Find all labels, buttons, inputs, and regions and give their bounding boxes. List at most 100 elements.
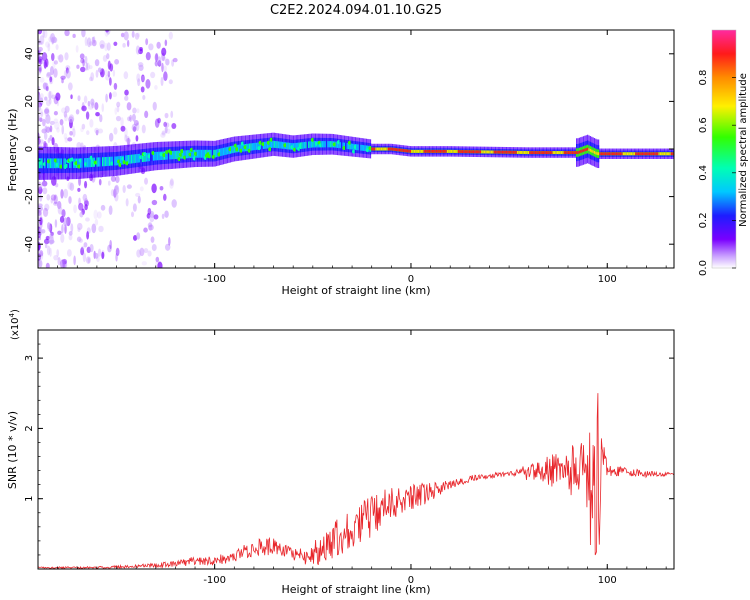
spectrogram-speckle (80, 247, 85, 256)
spectrogram-speckle (141, 75, 145, 82)
spectrogram-speckle (115, 175, 120, 184)
spectrogram-speckle (78, 202, 84, 211)
colorbar-gradient (711, 29, 737, 269)
spectrogram-speckle (38, 137, 41, 145)
spectrogram-speckle (44, 243, 48, 249)
spectrogram-speckle (164, 125, 168, 134)
spectrogram-speckle (81, 30, 86, 38)
spectrogram-speckle (150, 71, 156, 79)
spectrogram-speckle (136, 232, 141, 240)
spectrogram-speckle (52, 60, 56, 70)
spectrogram-speckle (44, 125, 48, 133)
spectrogram-speckle (172, 57, 178, 63)
spectrogram-speckle (93, 209, 98, 220)
spectrogram-speckle (60, 233, 65, 243)
spectrogram-speckle (86, 62, 90, 71)
spectrogram-speckle (114, 192, 119, 202)
spectrogram-speckle (99, 44, 105, 49)
spectrogram-speckle (162, 56, 167, 62)
spectrogram-speckle (41, 52, 48, 62)
spectrogram-speckle (135, 135, 139, 142)
spectrogram-speckle (73, 204, 77, 214)
spectrogram-speckle (145, 79, 151, 89)
spectrogram-speckle (38, 66, 42, 74)
spectrogram-speckle (171, 199, 177, 208)
spectrogram-speckle (53, 194, 58, 205)
spectrogram-speckle (69, 182, 75, 191)
spectrogram-speckle (40, 111, 44, 118)
spectrogram-speckle (145, 38, 149, 46)
spectrogram-speckle (87, 100, 91, 107)
spectrogram-speckle (70, 223, 74, 233)
spectrogram-speckle (38, 94, 41, 102)
spectrogram-speckle (94, 127, 100, 134)
colorbar: 0.0 0.2 0.4 0.6 0.8 Normalized spectral ampl… (698, 29, 749, 276)
spectrogram-speckle (50, 197, 54, 204)
spectrogram-speckle (133, 119, 139, 126)
spectrogram-speckle (153, 214, 159, 220)
spectrogram-speckle (124, 127, 128, 138)
snr-x-tick-label: -100 (203, 575, 226, 586)
spectrogram-speckle (124, 95, 129, 101)
spectrogram-y-label: Frequency (Hz) (6, 109, 19, 192)
spectrogram-speckle (132, 107, 137, 114)
spectrogram-speckle (79, 211, 84, 218)
spectrogram-speckle (113, 127, 118, 135)
spectrogram-speckle (169, 178, 174, 186)
spectrogram-speckle (44, 203, 50, 211)
spectrogram-speckle (96, 211, 102, 219)
spectrogram-speckle (73, 255, 76, 266)
spectrogram-speckle (49, 125, 53, 133)
spectrogram-speckle (39, 93, 44, 99)
colorbar-tick-label: 0.2 (698, 212, 709, 228)
spectrogram-speckle (82, 193, 88, 202)
spectrogram-speckle (67, 137, 73, 142)
spectrogram-speckle (61, 78, 64, 84)
spectrogram-speckle (161, 52, 166, 62)
spectrogram-speckle (110, 189, 115, 197)
spectrogram-speckle (39, 250, 44, 257)
snr-y-label: SNR (10 * v/v) (6, 411, 19, 489)
spectrogram-speckle (86, 130, 90, 136)
spectrogram-speckle (97, 248, 102, 257)
spectrogram-speckle (154, 60, 159, 67)
snr-x-tick-label: 0 (408, 575, 414, 586)
spectrogram-speckle (57, 230, 62, 235)
spectrogram-speckle (122, 43, 126, 48)
spectrogram-speckle (98, 225, 104, 233)
spectrogram-speckle (125, 198, 129, 207)
spectrogram-speckle (85, 217, 90, 222)
spectrogram-speckle (40, 139, 45, 145)
spectrogram-speckle (76, 142, 82, 149)
spectrogram-speckle (49, 80, 53, 85)
spectrogram-speckle (113, 41, 118, 46)
spectrogram-speckle (109, 239, 112, 250)
spectrogram-speckle (72, 128, 76, 138)
colorbar-tick-label: 0.4 (698, 165, 709, 181)
spectrogram-speckle (48, 90, 52, 101)
spectrogram-speckle (53, 254, 59, 261)
spectrogram-speckle (49, 75, 54, 85)
spectrogram-speckle (85, 111, 90, 120)
spectrogram-speckle (49, 65, 54, 76)
snr-y-tick-label: 1 (24, 496, 35, 502)
spectrogram-speckle (95, 111, 100, 117)
spectrogram-speckle (51, 37, 55, 45)
spectrogram-speckle (76, 222, 83, 231)
spectrogram-speckle (83, 242, 88, 248)
spectrogram-speckle (89, 243, 94, 253)
spectrogram-speckle (49, 33, 53, 41)
spectrogram-speckle (68, 196, 72, 204)
spectrogram-speckle (131, 30, 135, 38)
spectrogram-speckle (46, 245, 51, 256)
spectrogram-speckle (81, 105, 87, 112)
spectrogram-speckle (61, 209, 66, 218)
spectrogram-speckle (145, 51, 151, 61)
spectrogram-speckle (94, 59, 100, 67)
spectrogram-speckle (136, 73, 141, 83)
spectrogram-speckle (38, 251, 44, 261)
spectrogram-speckle (91, 223, 97, 234)
spectrogram-speckle (38, 181, 43, 190)
spectrogram-speckle (152, 101, 157, 111)
spectrogram-speckle (56, 249, 60, 257)
